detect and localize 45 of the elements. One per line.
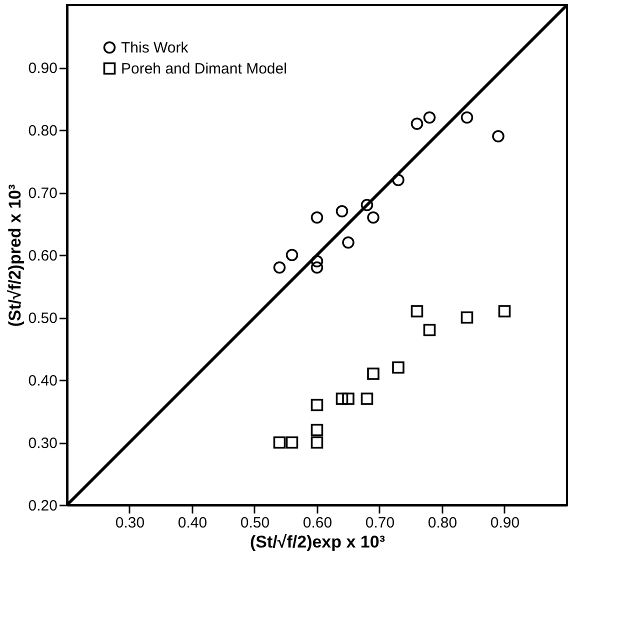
x-tick-label: 0.30 [115,514,145,532]
point [392,361,404,374]
point [492,130,504,142]
x-tick-label: 0.40 [178,514,208,532]
y-tick-label: 0.90 [28,60,58,77]
legend-label: This Work [121,40,189,56]
y-tick-label: 0.60 [28,248,58,264]
point [410,305,424,318]
point [423,111,436,124]
x-tick-label: 0.80 [428,514,458,532]
y-tick-label: 0.20 [28,498,58,514]
point [360,198,374,212]
y-tick-label: 0.50 [28,310,58,327]
point [310,436,324,449]
point [460,311,474,324]
point [460,111,474,124]
y-tick-label: 0.30 [28,435,58,452]
point [273,261,286,274]
y-tick-label: 0.40 [28,372,58,390]
point [367,211,380,224]
legend-label: Poreh and Dimant Model [121,60,287,78]
point [498,305,511,318]
point [310,211,324,224]
point [310,261,324,274]
point [286,248,298,262]
point [423,324,436,336]
point [286,436,298,449]
x-tick-label: 0.70 [365,514,395,532]
y-axis-title: (St/√f/2)pred x 10³ [5,184,24,327]
x-tick-label: 0.50 [240,514,270,532]
point [310,398,324,412]
point [342,236,354,249]
point [342,392,354,405]
point [367,368,380,380]
point [273,436,286,449]
y-tick-label: 0.80 [28,122,58,140]
x-tick-label: 0.60 [302,514,332,532]
point [410,118,424,130]
point [310,424,324,436]
x-axis-title: (St/√f/2)exp x 10³ [250,532,386,552]
point [336,205,348,218]
point [336,392,348,405]
point [360,392,374,405]
x-tick-label: 0.90 [490,514,520,532]
y-tick-label: 0.70 [28,185,58,202]
